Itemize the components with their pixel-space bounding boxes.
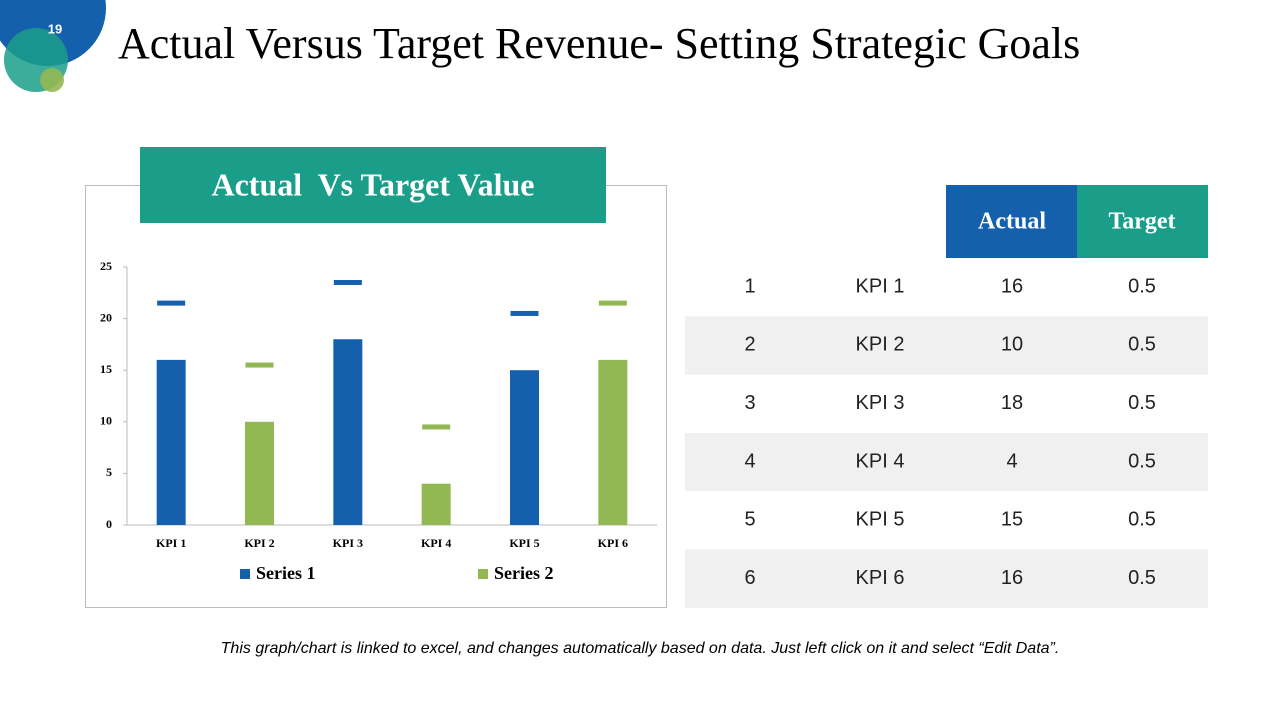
x-tick-label: KPI 1 [156,536,186,550]
table-cell: 0.5 [1128,567,1156,589]
bar [510,370,539,525]
table-cell: 16 [1001,567,1023,589]
table-cell: 6 [744,567,755,589]
slide-title: Actual Versus Target Revenue- Setting St… [118,19,1080,68]
table-cell: KPI 5 [856,509,905,531]
table-cell: 4 [744,450,755,472]
target-marker [245,362,274,368]
table-cell: 3 [744,392,755,414]
target-marker [598,300,627,306]
y-tick-label: 25 [100,259,112,273]
legend-label: Series 2 [494,563,553,583]
table-cell: 4 [1006,450,1017,472]
target-marker [333,279,362,285]
target-marker [157,300,186,306]
table-cell: 1 [744,275,755,297]
table-cell: KPI 1 [856,275,905,297]
x-tick-label: KPI 5 [509,536,539,550]
y-tick-label: 0 [106,517,112,531]
table-header-cell [946,185,1077,258]
footnote: This graph/chart is linked to excel, and… [221,640,1060,657]
table-cell: 0.5 [1128,275,1156,297]
table-cell: 15 [1001,509,1023,531]
table-cell: 18 [1001,392,1023,414]
target-marker [422,424,451,430]
bar [156,359,186,525]
y-tick-label: 10 [100,414,112,428]
bar [421,483,451,525]
table-row-bg [685,549,1208,608]
bar [245,421,274,525]
x-tick-label: KPI 4 [421,536,451,550]
legend-label: Series 1 [256,563,315,583]
chart-title: Actual Vs Target Value [211,166,534,202]
table-cell: KPI 3 [856,392,905,414]
x-tick-label: KPI 2 [244,536,274,550]
chart-title-banner [140,147,606,223]
bar [333,339,363,525]
table-cell: KPI 4 [856,450,905,472]
legend-swatch [478,569,488,579]
table-cell: 0.5 [1128,450,1156,472]
y-tick-label: 5 [106,465,112,479]
table-cell: 16 [1001,275,1023,297]
table-cell: 2 [744,334,755,356]
bar [598,359,628,525]
x-tick-label: KPI 3 [333,536,363,550]
table-cell: 10 [1001,334,1023,356]
x-tick-label: KPI 6 [598,536,628,550]
legend-swatch [240,569,250,579]
table-cell: 5 [744,509,755,531]
table-cell: KPI 6 [856,567,905,589]
table-cell: 0.5 [1128,392,1156,414]
y-tick-label: 15 [100,362,112,376]
y-tick-label: 20 [100,310,112,324]
deco-circle [40,68,64,92]
table-cell: KPI 2 [856,334,905,356]
slide-number: 19 [48,21,62,36]
table-row-bg [685,316,1208,375]
table-cell: 0.5 [1128,509,1156,531]
table-header: Actual [978,209,1046,235]
table-header-cell [1077,185,1208,258]
table-row-bg [685,432,1208,492]
table-header: Target [1108,209,1175,235]
target-marker [510,310,539,316]
table-cell: 0.5 [1128,334,1156,356]
